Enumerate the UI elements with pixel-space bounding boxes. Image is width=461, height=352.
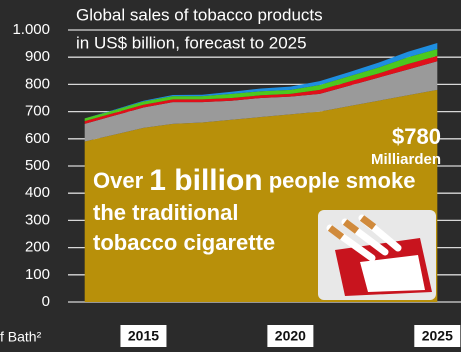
x-tick-box	[120, 325, 167, 347]
annotation: $780	[392, 124, 441, 149]
y-tick-label: 400	[25, 184, 50, 201]
x-tick-label: 2025	[422, 328, 453, 344]
y-tick-label: 600	[25, 130, 50, 147]
annotation: Milliarden	[371, 151, 441, 168]
annotation: 1 billion	[149, 164, 262, 197]
y-tick-label: 100	[25, 266, 50, 283]
y-tick-label: 500	[25, 157, 50, 174]
annotation: Over	[93, 168, 149, 193]
annotation: Over 1 billion people smoke	[93, 164, 415, 197]
x-tick-label: 2020	[275, 328, 306, 344]
y-tick-label: 900	[25, 48, 50, 65]
cigarette-pack	[318, 210, 436, 300]
annotation: people smoke	[263, 168, 416, 193]
chart-title: in US$ billion, forecast to 2025	[76, 33, 307, 52]
x-tick-box	[414, 325, 461, 347]
y-tick-label: 700	[25, 103, 50, 120]
y-tick-label: 200	[25, 239, 50, 256]
annotation: tobacco cigarette	[93, 230, 275, 255]
y-tick-label: 800	[25, 75, 50, 92]
y-tick-label: 300	[25, 211, 50, 228]
chart-title: Global sales of tobacco products	[76, 5, 323, 24]
y-tick-label: 1.000	[12, 21, 50, 38]
source-note: f Bath²	[0, 329, 42, 345]
annotation: the traditional	[93, 200, 238, 225]
area	[84, 61, 438, 142]
y-tick-label: 0	[42, 293, 50, 310]
x-tick-label: 2015	[128, 328, 159, 344]
x-tick-box	[267, 325, 314, 347]
